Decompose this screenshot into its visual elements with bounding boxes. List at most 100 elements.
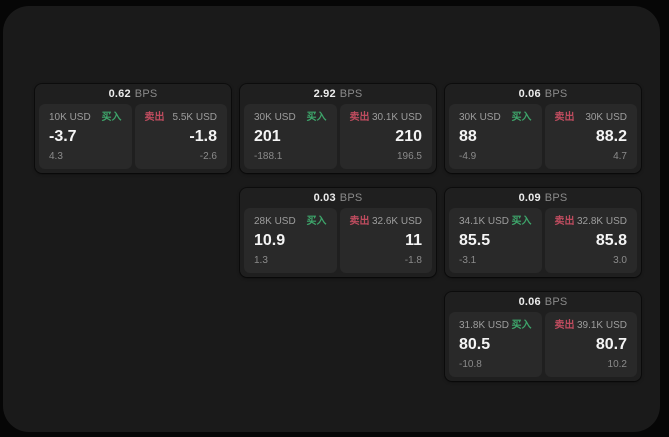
- buy-label: 买入: [306, 216, 327, 227]
- main-panel: 0.62 BPS 10K USD 买入 -3.7 4.3 卖出 5.5K USD…: [3, 6, 660, 432]
- sell-delta: 196.5: [396, 151, 422, 162]
- sell-amount: 30.1K USD: [371, 112, 422, 123]
- sell-quote-cell[interactable]: 卖出 5.5K USD -1.8 -2.6: [134, 104, 227, 169]
- buy-delta: 1.3: [254, 255, 268, 266]
- card-header-bps: 0.62 BPS: [35, 84, 231, 104]
- bps-value: 0.09: [518, 192, 541, 204]
- buy-quote-cell[interactable]: 30K USD 买入 88 -4.9: [449, 104, 542, 169]
- buy-label: 买入: [511, 320, 532, 331]
- sell-quote-cell[interactable]: 卖出 32.6K USD 11 -1.8: [339, 208, 432, 273]
- sell-amount: 39.1K USD: [576, 320, 627, 331]
- sell-price: 85.8: [595, 232, 627, 249]
- buy-price: -3.7: [49, 128, 77, 145]
- sell-amount: 32.8K USD: [576, 216, 627, 227]
- buy-delta: -10.8: [459, 359, 482, 370]
- buy-cell-header: 30K USD 买入: [459, 112, 532, 124]
- sell-price: -1.8: [189, 128, 217, 145]
- sell-amount: 32.6K USD: [371, 216, 422, 227]
- sell-label: 卖出: [554, 112, 575, 123]
- card-header-bps: 2.92 BPS: [240, 84, 436, 104]
- bps-suffix-label: BPS: [339, 88, 363, 100]
- card-body: 34.1K USD 买入 85.5 -3.1 卖出 32.8K USD 85.8…: [445, 208, 641, 277]
- buy-amount: 28K USD: [254, 216, 296, 227]
- card-body: 30K USD 买入 88 -4.9 卖出 30K USD 88.2 4.7: [445, 104, 641, 173]
- card-header-bps: 0.03 BPS: [240, 188, 436, 208]
- buy-amount: 34.1K USD: [459, 216, 510, 227]
- buy-quote-cell[interactable]: 28K USD 买入 10.9 1.3: [244, 208, 337, 273]
- quote-cards-grid: 0.62 BPS 10K USD 买入 -3.7 4.3 卖出 5.5K USD…: [35, 84, 641, 381]
- quote-card: 0.06 BPS 31.8K USD 买入 80.5 -10.8 卖出 39.1…: [445, 292, 641, 381]
- buy-amount: 30K USD: [254, 112, 296, 123]
- sell-price: 80.7: [595, 336, 627, 353]
- buy-cell-header: 28K USD 买入: [254, 216, 327, 228]
- bps-value: 0.62: [108, 88, 131, 100]
- buy-cell-header: 10K USD 买入: [49, 112, 122, 124]
- sell-label: 卖出: [144, 112, 165, 123]
- card-body: 30K USD 买入 201 -188.1 卖出 30.1K USD 210 1…: [240, 104, 436, 173]
- bps-value: 0.06: [518, 296, 541, 308]
- quote-card: 0.06 BPS 30K USD 买入 88 -4.9 卖出 30K USD 8…: [445, 84, 641, 173]
- buy-cell-header: 31.8K USD 买入: [459, 320, 532, 332]
- sell-quote-cell[interactable]: 卖出 30K USD 88.2 4.7: [544, 104, 637, 169]
- sell-label: 卖出: [554, 216, 575, 227]
- card-body: 28K USD 买入 10.9 1.3 卖出 32.6K USD 11 -1.8: [240, 208, 436, 277]
- sell-cell-header: 卖出 30K USD: [555, 112, 628, 124]
- buy-quote-cell[interactable]: 10K USD 买入 -3.7 4.3: [39, 104, 132, 169]
- card-body: 31.8K USD 买入 80.5 -10.8 卖出 39.1K USD 80.…: [445, 312, 641, 381]
- sell-label: 卖出: [349, 216, 370, 227]
- sell-delta: -2.6: [199, 151, 217, 162]
- bps-suffix-label: BPS: [134, 88, 158, 100]
- buy-label: 买入: [511, 112, 532, 123]
- quote-card: 0.09 BPS 34.1K USD 买入 85.5 -3.1 卖出 32.8K…: [445, 188, 641, 277]
- sell-delta: 10.2: [607, 359, 627, 370]
- buy-label: 买入: [511, 216, 532, 227]
- bps-suffix-label: BPS: [544, 192, 568, 204]
- buy-price: 201: [254, 128, 281, 145]
- card-header-bps: 0.06 BPS: [445, 84, 641, 104]
- sell-amount: 5.5K USD: [172, 112, 217, 123]
- buy-amount: 31.8K USD: [459, 320, 510, 331]
- bps-suffix-label: BPS: [544, 88, 568, 100]
- buy-label: 买入: [306, 112, 327, 123]
- buy-amount: 10K USD: [49, 112, 91, 123]
- sell-price: 88.2: [595, 128, 627, 145]
- buy-price: 85.5: [459, 232, 491, 249]
- sell-price: 11: [405, 232, 422, 249]
- buy-delta: -4.9: [459, 151, 477, 162]
- sell-cell-header: 卖出 5.5K USD: [145, 112, 218, 124]
- sell-cell-header: 卖出 30.1K USD: [350, 112, 423, 124]
- buy-cell-header: 30K USD 买入: [254, 112, 327, 124]
- buy-delta: -3.1: [459, 255, 477, 266]
- sell-label: 卖出: [349, 112, 370, 123]
- buy-label: 买入: [101, 112, 122, 123]
- bps-suffix-label: BPS: [339, 192, 363, 204]
- buy-amount: 30K USD: [459, 112, 501, 123]
- buy-price: 10.9: [254, 232, 286, 249]
- quote-card: 2.92 BPS 30K USD 买入 201 -188.1 卖出 30.1K …: [240, 84, 436, 173]
- sell-delta: 4.7: [613, 151, 627, 162]
- quote-card: 0.62 BPS 10K USD 买入 -3.7 4.3 卖出 5.5K USD…: [35, 84, 231, 173]
- buy-cell-header: 34.1K USD 买入: [459, 216, 532, 228]
- sell-cell-header: 卖出 39.1K USD: [555, 320, 628, 332]
- sell-quote-cell[interactable]: 卖出 30.1K USD 210 196.5: [339, 104, 432, 169]
- sell-quote-cell[interactable]: 卖出 32.8K USD 85.8 3.0: [544, 208, 637, 273]
- sell-delta: -1.8: [404, 255, 422, 266]
- quote-card: 0.03 BPS 28K USD 买入 10.9 1.3 卖出 32.6K US…: [240, 188, 436, 277]
- sell-amount: 30K USD: [585, 112, 627, 123]
- sell-quote-cell[interactable]: 卖出 39.1K USD 80.7 10.2: [544, 312, 637, 377]
- bps-suffix-label: BPS: [544, 296, 568, 308]
- sell-price: 210: [395, 128, 422, 145]
- bps-value: 2.92: [313, 88, 336, 100]
- buy-delta: -188.1: [254, 151, 283, 162]
- buy-price: 88: [459, 128, 477, 145]
- buy-quote-cell[interactable]: 30K USD 买入 201 -188.1: [244, 104, 337, 169]
- buy-price: 80.5: [459, 336, 491, 353]
- bps-value: 0.03: [313, 192, 336, 204]
- sell-label: 卖出: [554, 320, 575, 331]
- sell-delta: 3.0: [613, 255, 627, 266]
- sell-cell-header: 卖出 32.6K USD: [350, 216, 423, 228]
- card-header-bps: 0.06 BPS: [445, 292, 641, 312]
- buy-quote-cell[interactable]: 31.8K USD 买入 80.5 -10.8: [449, 312, 542, 377]
- buy-quote-cell[interactable]: 34.1K USD 买入 85.5 -3.1: [449, 208, 542, 273]
- card-body: 10K USD 买入 -3.7 4.3 卖出 5.5K USD -1.8 -2.…: [35, 104, 231, 173]
